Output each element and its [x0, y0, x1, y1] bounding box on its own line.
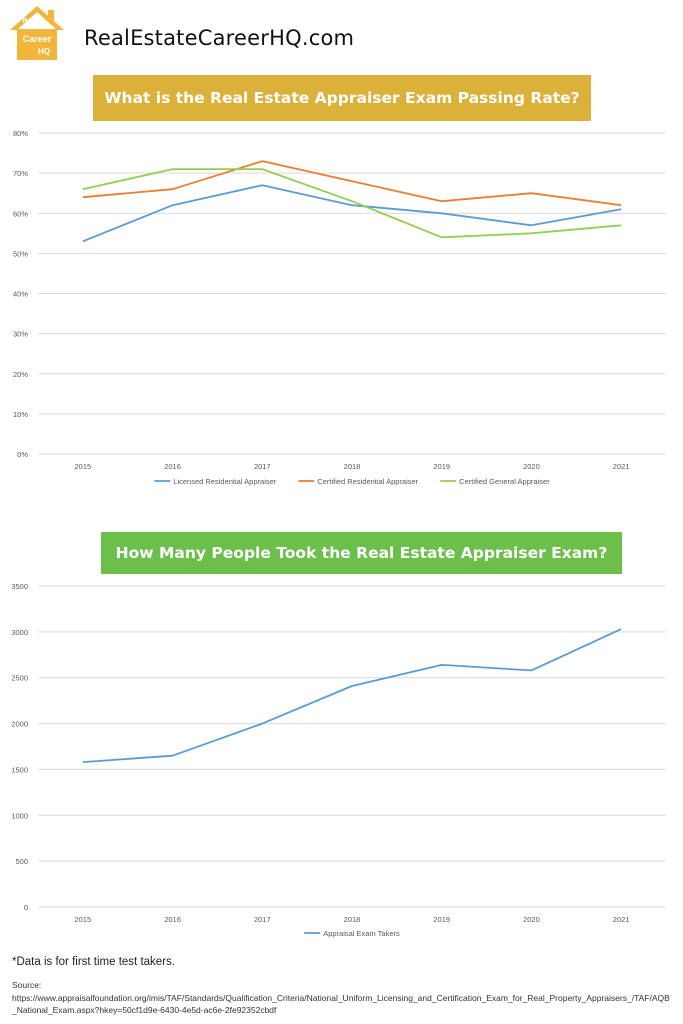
legend-label: Certified General Appraiser	[459, 477, 550, 486]
footnote: *Data is for first time test takers.	[12, 956, 175, 968]
x-tick-label: 2021	[613, 462, 630, 471]
x-tick-label: 2018	[344, 462, 361, 471]
y-tick-label: 0%	[17, 450, 28, 459]
y-tick-label: 500	[15, 857, 28, 866]
x-tick-label: 2021	[613, 915, 630, 924]
logo-chimney	[48, 10, 54, 22]
y-tick-label: 10%	[13, 410, 28, 419]
y-tick-label: 60%	[13, 209, 28, 218]
site-header: Real Estate Career HQ RealEstateCareerHQ…	[8, 4, 678, 62]
legend-label: Appraisal Exam Takers	[323, 929, 400, 938]
logo-body	[17, 29, 57, 60]
y-tick-label: 0	[24, 903, 28, 912]
legend-label: Certified Residential Appraiser	[317, 477, 418, 486]
x-tick-label: 2016	[164, 462, 181, 471]
x-tick-label: 2015	[75, 462, 92, 471]
passing-rate-title-banner: What is the Real Estate Appraiser Exam P…	[93, 75, 591, 121]
y-tick-label: 2500	[11, 674, 28, 683]
x-tick-label: 2015	[75, 915, 92, 924]
y-tick-label: 80%	[13, 129, 28, 138]
y-tick-label: 1500	[11, 765, 28, 774]
y-tick-label: 30%	[13, 330, 28, 339]
y-tick-label: 1000	[11, 811, 28, 820]
y-tick-label: 3000	[11, 628, 28, 637]
x-tick-label: 2017	[254, 915, 271, 924]
x-tick-label: 2019	[433, 462, 450, 471]
x-tick-label: 2016	[164, 915, 181, 924]
legend-label: Licensed Residential Appraiser	[173, 477, 276, 486]
exam-takers-title-banner: How Many People Took the Real Estate App…	[101, 532, 622, 574]
source-label: Source:	[12, 980, 42, 990]
series-line	[82, 184, 622, 243]
legend: Appraisal Exam Takers	[304, 929, 400, 938]
series-line	[82, 160, 622, 207]
y-tick-label: 40%	[13, 290, 28, 299]
y-tick-label: 50%	[13, 249, 28, 258]
x-tick-label: 2020	[523, 462, 540, 471]
passing-rate-chart: 0% 10% 20% 30% 40% 50% 60% 70% 80% 2015 2016 2017 20…	[13, 129, 666, 486]
logo-text-line-2: Estate	[37, 24, 51, 30]
logo-roof	[10, 6, 64, 30]
logo-text-line-4: HQ	[38, 47, 50, 56]
logo-text-line-3: Career	[23, 34, 52, 44]
exam-takers-chart: 0 500 1000 1500 2000 2500 3000 3500 2015 2016 2017…	[11, 582, 666, 938]
site-name[interactable]: RealEstateCareerHQ.com	[84, 26, 355, 50]
legend: Licensed Residential Appraiser Certified …	[154, 477, 550, 486]
y-tick-label: 3500	[11, 582, 28, 591]
x-tick-label: 2019	[433, 915, 450, 924]
logo-text-line-1: Real	[23, 18, 38, 25]
x-tick-label: 2018	[344, 915, 361, 924]
x-tick-label: 2020	[523, 915, 540, 924]
y-tick-label: 2000	[11, 720, 28, 729]
series-line	[82, 628, 622, 763]
series-line	[82, 168, 622, 239]
y-tick-label: 20%	[13, 370, 28, 379]
source-url[interactable]: https://www.appraisalfoundation.org/imis…	[12, 993, 670, 1015]
x-tick-label: 2017	[254, 462, 271, 471]
y-tick-label: 70%	[13, 169, 28, 178]
house-logo-icon: Real Estate Career HQ	[10, 6, 64, 60]
